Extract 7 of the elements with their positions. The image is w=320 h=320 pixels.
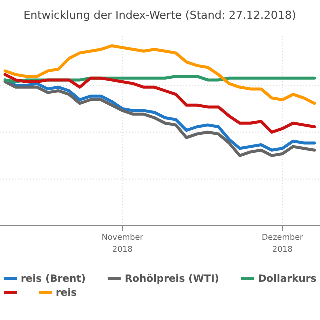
legend-label: Rohölpreis (WTI) [124, 274, 220, 285]
legend-label: reis (Brent) [21, 274, 86, 285]
chart-title: Entwicklung der Index-Werte (Stand: 27.12.2018) [24, 9, 296, 22]
x-tick-label: November 2018 [102, 233, 144, 254]
legend-label: Dollarkurs [258, 274, 317, 285]
legend-label: reis [56, 288, 78, 299]
x-tick-label: Dezember 2018 [262, 233, 304, 254]
